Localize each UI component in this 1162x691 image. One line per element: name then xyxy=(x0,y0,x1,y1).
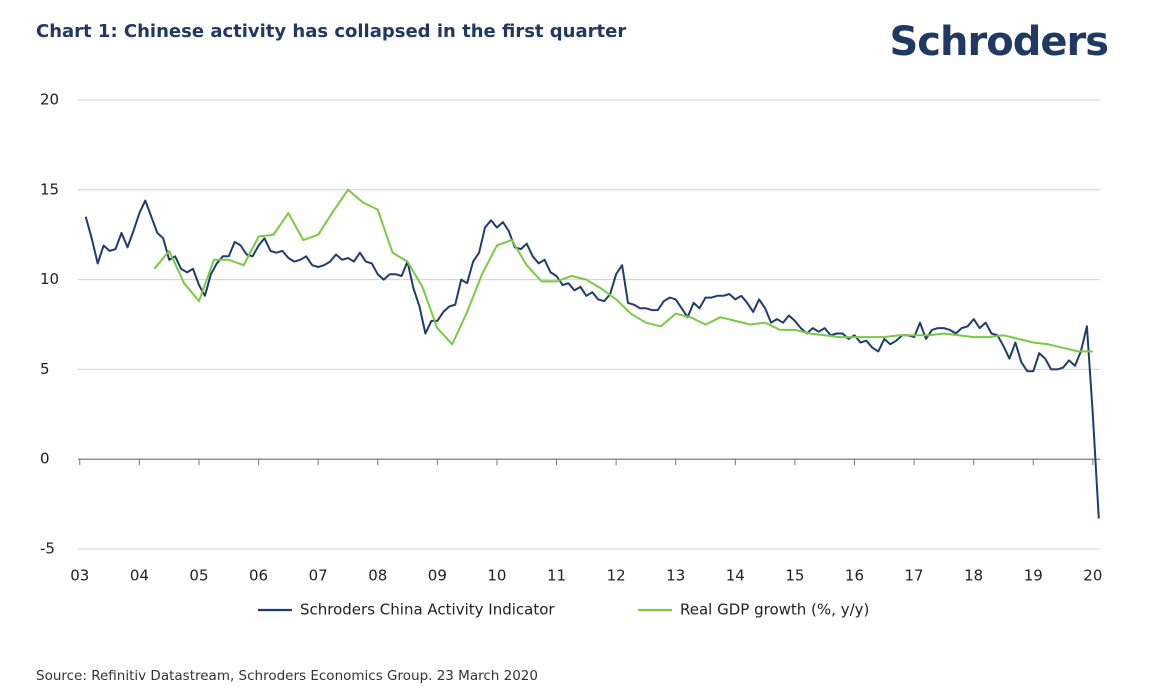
x-tick-label: 13 xyxy=(666,567,685,585)
legend-label: Schroders China Activity Indicator xyxy=(300,601,555,619)
y-tick-label: 10 xyxy=(40,270,59,288)
x-tick-label: 07 xyxy=(309,567,328,585)
x-tick-label: 08 xyxy=(368,567,387,585)
x-tick-label: 06 xyxy=(249,567,268,585)
x-tick-label: 10 xyxy=(487,567,506,585)
x-tick-label: 04 xyxy=(130,567,149,585)
x-tick-label: 03 xyxy=(70,567,89,585)
x-tick-label: 18 xyxy=(964,567,983,585)
x-tick-label: 05 xyxy=(189,567,208,585)
logo: Schroders xyxy=(890,19,1109,65)
x-tick-label: 11 xyxy=(547,567,566,585)
x-tick-label: 12 xyxy=(607,567,626,585)
x-tick-label: 19 xyxy=(1024,567,1043,585)
legend-label: Real GDP growth (%, y/y) xyxy=(680,601,869,619)
series-line xyxy=(84,199,1100,519)
x-tick-label: 16 xyxy=(845,567,864,585)
y-tick-label: 15 xyxy=(40,180,59,198)
x-tick-label: 14 xyxy=(726,567,745,585)
y-tick-label: -5 xyxy=(40,540,55,558)
series-line xyxy=(153,188,1093,353)
chart-title: Chart 1: Chinese activity has collapsed … xyxy=(36,21,626,42)
source-note: Source: Refinitiv Datastream, Schroders … xyxy=(36,668,538,684)
x-tick-label: 17 xyxy=(905,567,924,585)
x-tick-label: 09 xyxy=(428,567,447,585)
y-tick-label: 5 xyxy=(40,360,50,378)
x-tick-label: 15 xyxy=(785,567,804,585)
y-tick-label: 20 xyxy=(40,91,59,109)
y-tick-label: 0 xyxy=(40,450,50,468)
x-tick-label: 20 xyxy=(1083,567,1102,585)
